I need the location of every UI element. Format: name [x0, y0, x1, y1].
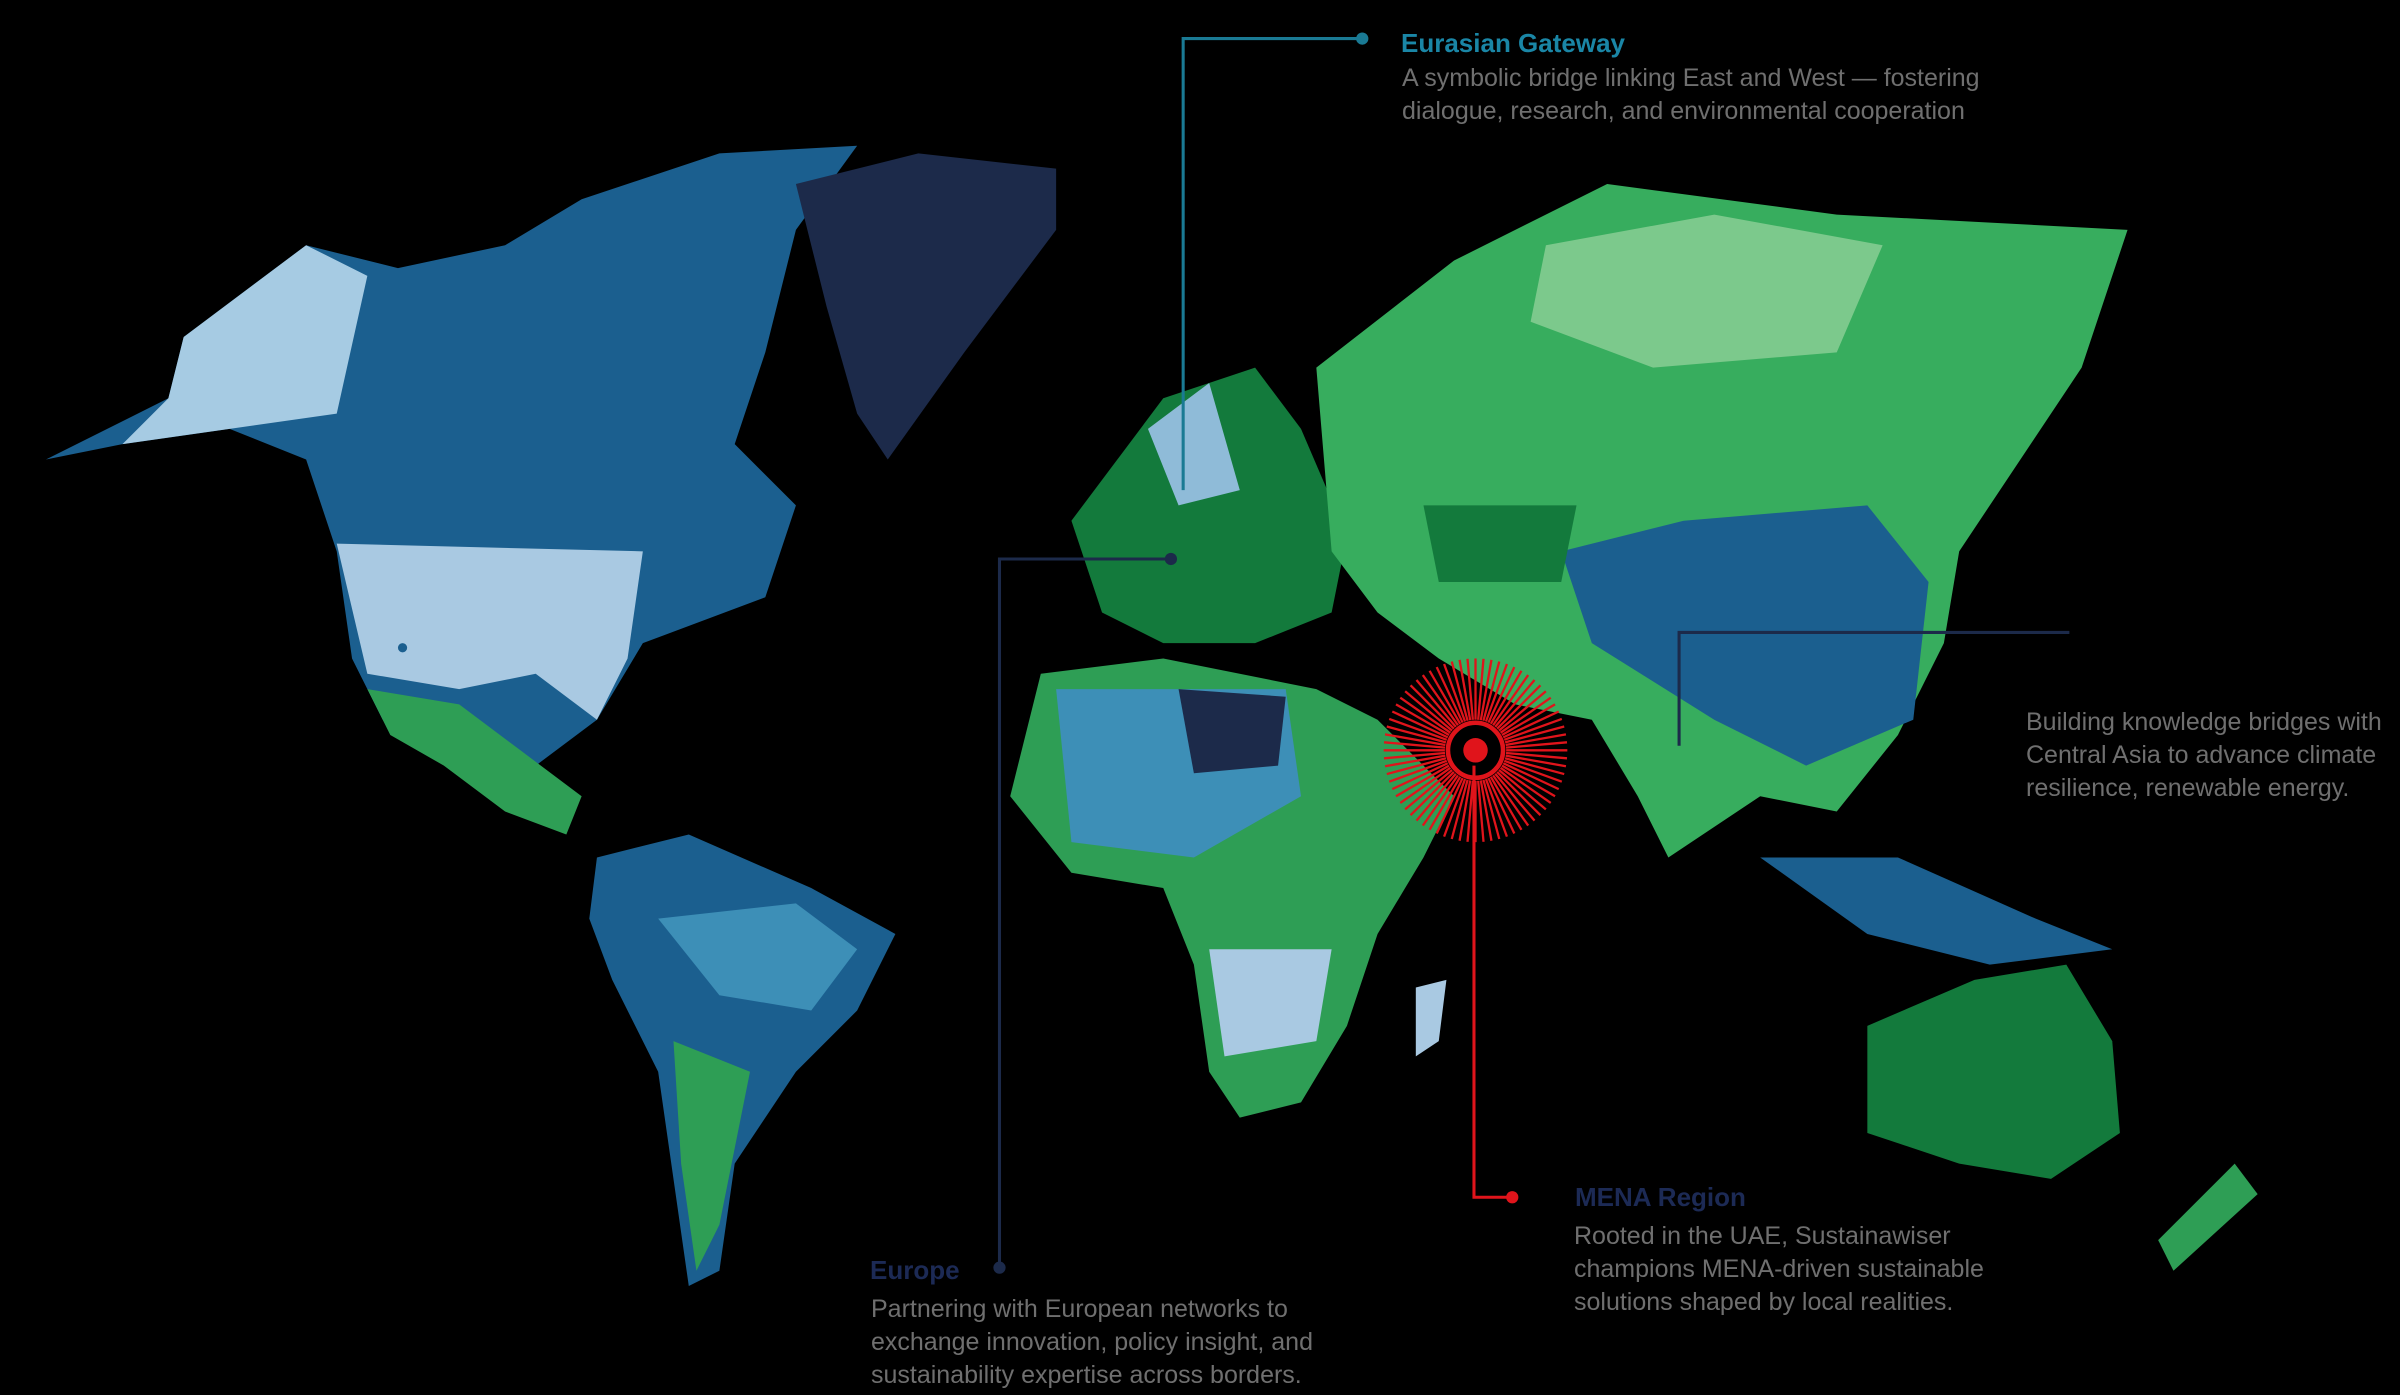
burst-ray [1504, 725, 1565, 744]
burst-ray [1383, 741, 1446, 749]
burst-ray [1399, 696, 1452, 734]
burst-ray [1482, 779, 1501, 840]
burst-ray [1399, 766, 1452, 804]
europe-dot [1164, 552, 1178, 566]
burst-ray [1466, 658, 1474, 720]
burst-ray [1458, 659, 1472, 721]
burst-ray [1388, 717, 1448, 741]
continents [45, 145, 2258, 1287]
burst-ray [1391, 762, 1449, 791]
burst-ray [1499, 696, 1552, 734]
burst-ray [1391, 710, 1449, 739]
burst-ray [1489, 776, 1523, 831]
central-asia-leader [1677, 630, 2070, 746]
burst-ray [1496, 771, 1542, 817]
eurasian-dot [1356, 32, 1369, 45]
burst-ray [1458, 780, 1472, 841]
markers [397, 32, 1568, 1274]
burst-ray [1443, 778, 1467, 837]
burst-ray [1484, 778, 1508, 837]
burst-ray [1395, 764, 1450, 798]
burst-ray [1502, 762, 1560, 791]
burst-ray [1505, 733, 1567, 747]
burst-ray [1409, 684, 1455, 730]
burst-ray [1450, 661, 1469, 722]
callout-text: Building knowledge bridges with Central … [2026, 708, 2382, 802]
callout-text: A symbolic bridge linking East and West … [1402, 64, 1980, 125]
burst-ray [1428, 670, 1462, 725]
burst-ray [1504, 757, 1565, 776]
burst-ray [1498, 769, 1547, 811]
burst-ray [1502, 710, 1560, 739]
leader-lines [997, 37, 2070, 1268]
burst-ray [1479, 780, 1493, 841]
callout-title: Eurasian Gateway [1401, 28, 1625, 58]
burst-ray [1383, 751, 1446, 760]
burst-ray [1482, 661, 1501, 722]
burst-ray [1501, 764, 1556, 798]
burst-ray [1487, 666, 1516, 724]
burst-ray [1386, 757, 1447, 776]
mena-burst [1383, 658, 1568, 843]
callout-text: Rooted in the UAE, Sustainawiser champio… [1574, 1222, 1984, 1316]
na-dot [397, 643, 408, 653]
burst-ray [1450, 779, 1469, 840]
burst-ray [1477, 780, 1485, 842]
burst-ray [1505, 754, 1567, 768]
mena-dot [1506, 1191, 1519, 1204]
callout-title: Europe [870, 1255, 960, 1285]
burst-ray [1479, 659, 1493, 721]
burst-ray [1386, 725, 1447, 744]
burst-ray [1503, 717, 1563, 741]
mena-center [1463, 738, 1488, 763]
mena-ring [1445, 720, 1506, 781]
burst-ray [1494, 679, 1536, 728]
burst-ray [1384, 754, 1446, 768]
mena-leader [1472, 765, 1513, 1199]
burst-ray [1501, 703, 1556, 736]
burst-ray [1421, 674, 1459, 726]
burst-ray [1395, 703, 1450, 736]
burst-ray [1487, 777, 1516, 835]
callout-text: Partnering with European networks to exc… [871, 1295, 1313, 1389]
burst-ray [1404, 690, 1453, 732]
burst-ray [1505, 751, 1568, 760]
burst-ray [1435, 777, 1464, 835]
burst-ray [1415, 773, 1457, 822]
burst-ray [1494, 773, 1536, 822]
europe-leader [997, 557, 1171, 1268]
burst-ray [1466, 780, 1474, 842]
burst-ray [1503, 759, 1563, 783]
burst-ray [1415, 679, 1457, 728]
burst-ray [1496, 684, 1542, 730]
burst-ray [1384, 733, 1446, 747]
burst-ray [1428, 776, 1462, 831]
burst-ray [1492, 674, 1530, 726]
burst-ray [1484, 663, 1508, 722]
burst-ray [1435, 666, 1464, 724]
burst-ray [1388, 759, 1448, 783]
burst-ray [1421, 774, 1459, 827]
burst-ray [1498, 690, 1547, 732]
burst-ray [1404, 769, 1453, 811]
burst-ray [1477, 658, 1485, 720]
burst-ray [1492, 774, 1530, 827]
callout-title: MENA Region [1575, 1182, 1746, 1212]
burst-ray [1443, 663, 1467, 722]
eurasian-leader [1181, 37, 1363, 491]
europe-dot [993, 1261, 1006, 1274]
burst-ray [1489, 670, 1523, 725]
burst-ray [1409, 771, 1455, 817]
burst-ray [1499, 766, 1552, 804]
burst-ray [1505, 741, 1568, 749]
